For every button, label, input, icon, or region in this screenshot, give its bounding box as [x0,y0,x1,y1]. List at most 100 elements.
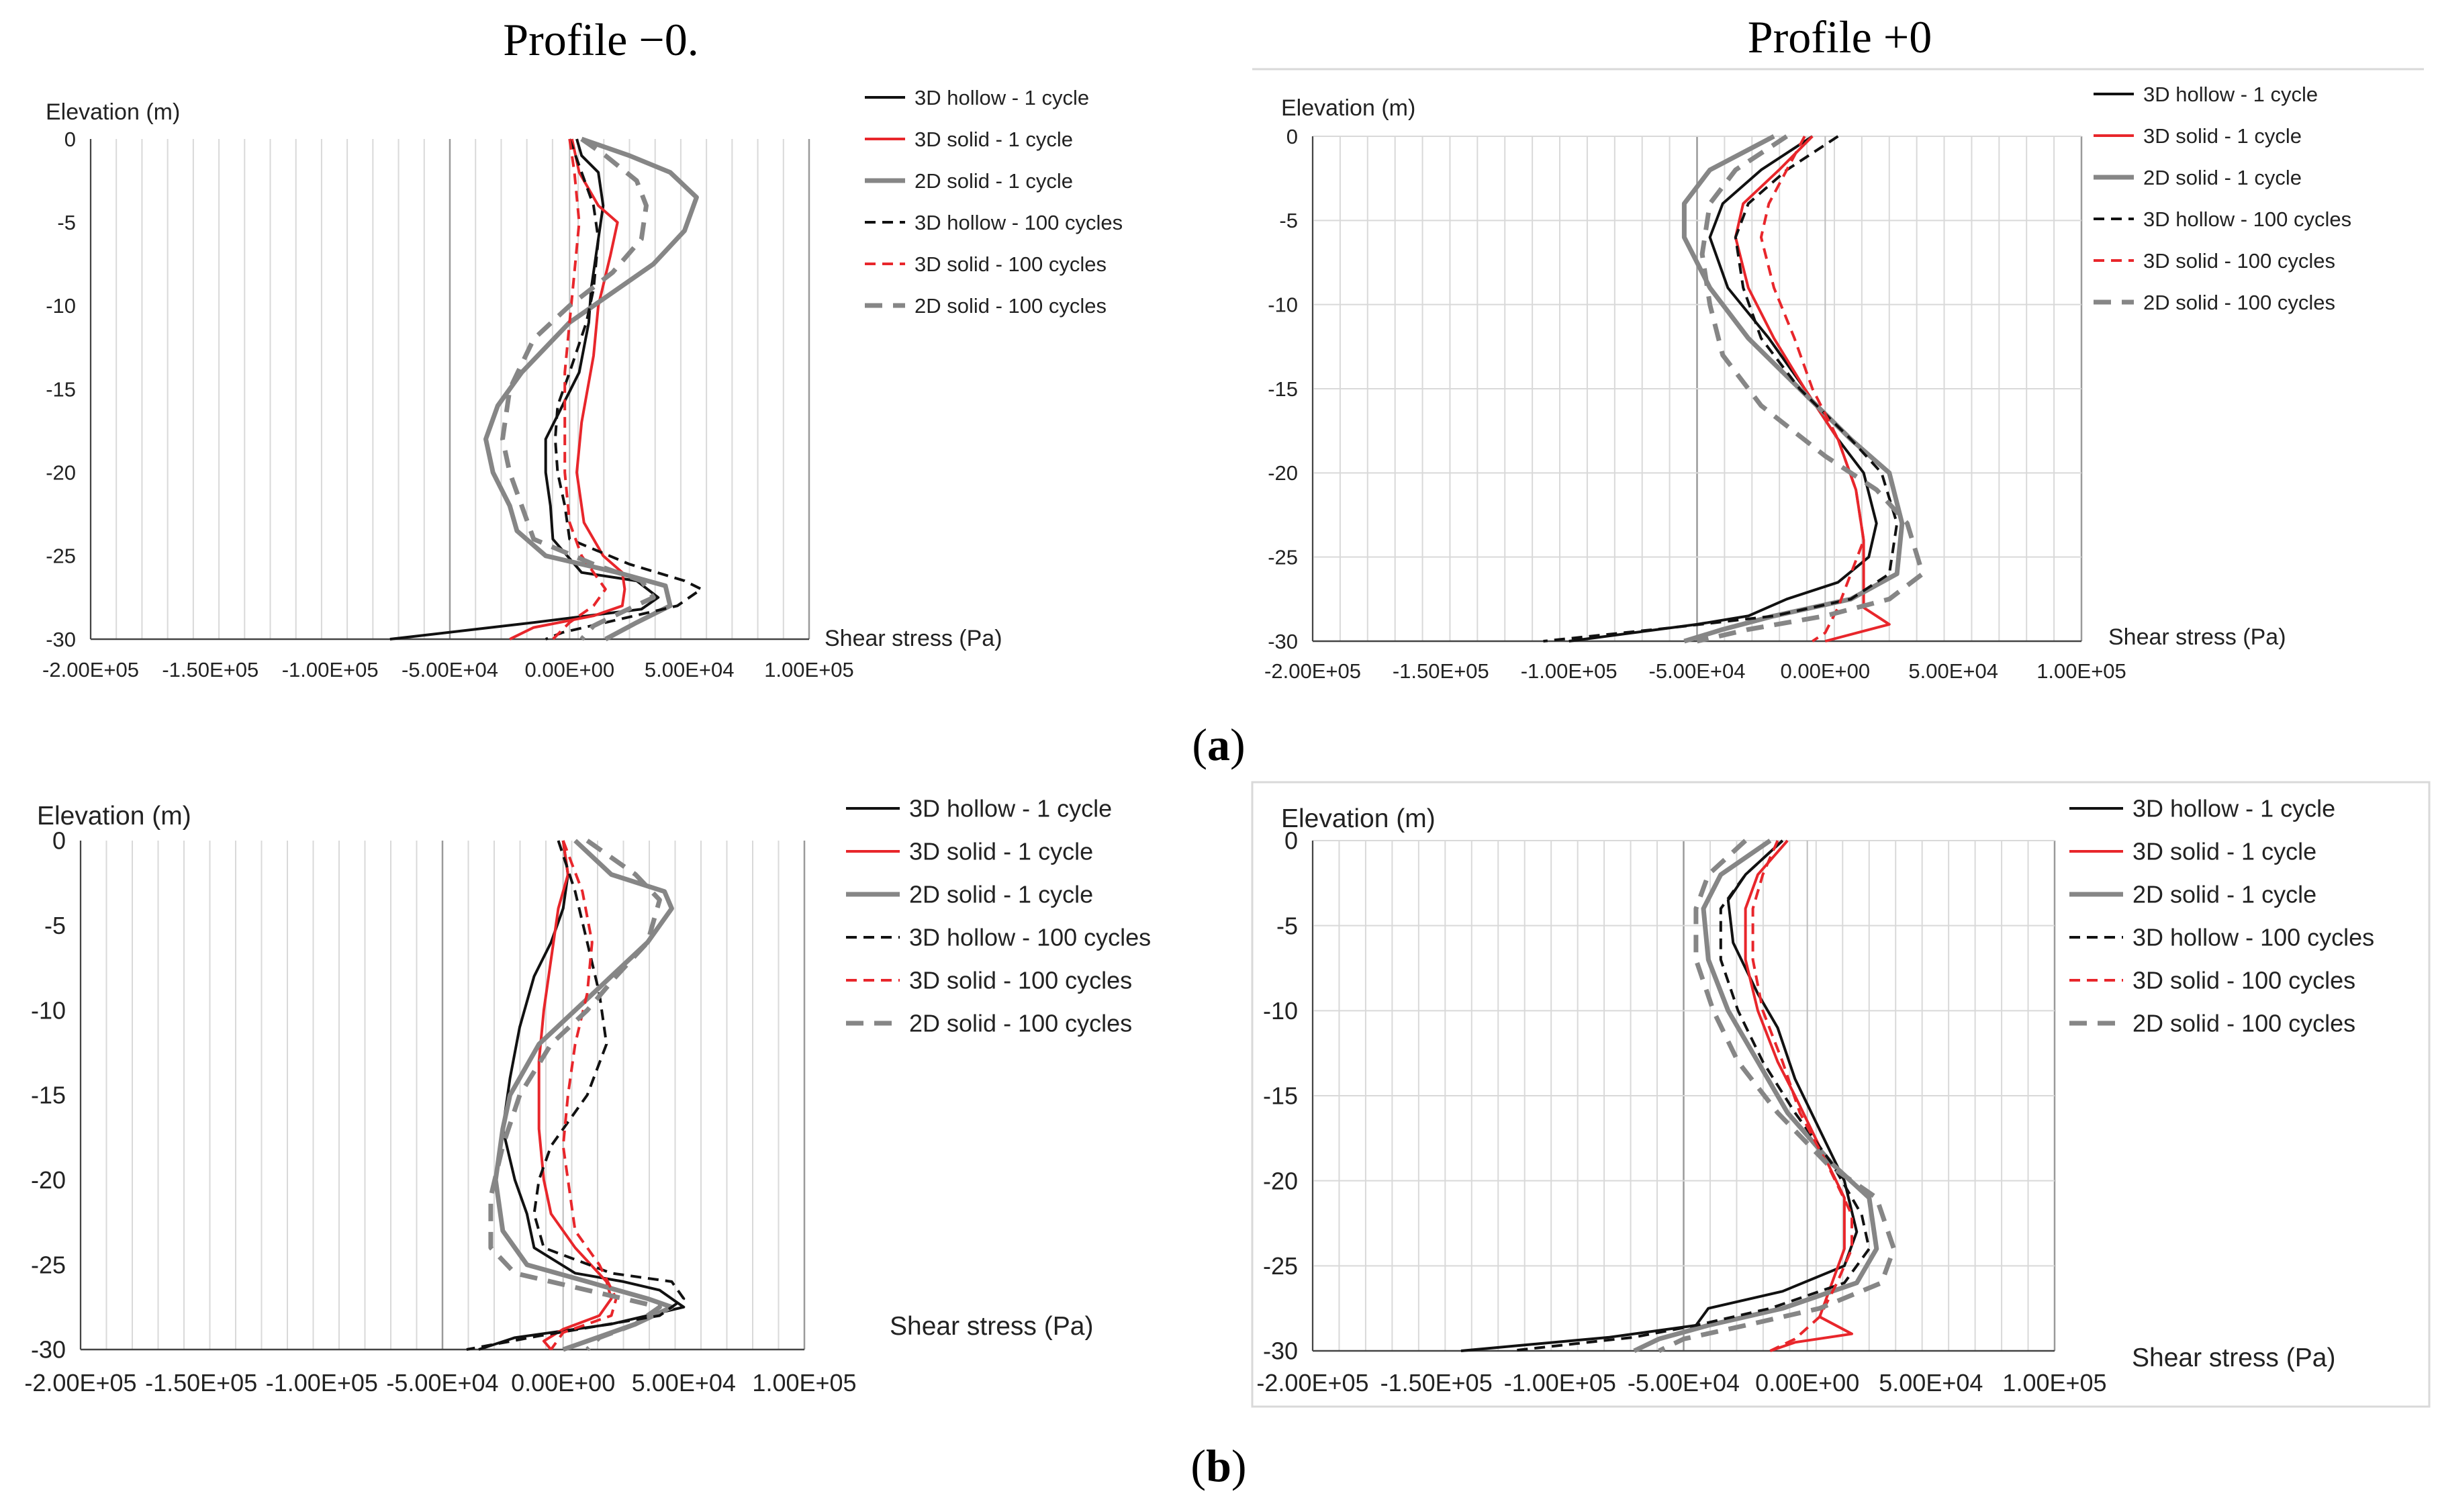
legend-label: 3D hollow - 100 cycles [909,924,1151,951]
series-line [537,840,613,1351]
y-tick-label: -30 [1268,630,1298,653]
x-tick-label: -1.00E+05 [1504,1369,1616,1397]
x-axis-title: Shear stress (Pa) [2132,1343,2335,1372]
y-tick-label: 0 [1286,125,1298,148]
y-tick-label: -30 [1263,1337,1298,1365]
x-tick-label: 0.00E+00 [525,658,615,681]
chart-panels: 0 -5 -10 -15 -20 -25 -30 -2.00E+05 -1.50E+05 -1.0… [24,83,2374,1397]
caption-b: (b) [1190,1440,1246,1491]
x-axis-title: Shear stress (Pa) [825,626,1002,651]
legend-label: 3D hollow - 1 cycle [909,795,1112,822]
chart-panel-0: 0 -5 -10 -15 -20 -25 -30 -2.00E+05 -1.50E+05 -1.0… [42,86,1123,681]
legend-label: 3D hollow - 100 cycles [2143,207,2351,231]
x-tick-label: 1.00E+05 [2036,659,2126,683]
chart-panel-1: 0 -5 -10 -15 -20 -25 -30 -2.00E+05 -1.50E+05 -1.0… [1264,83,2351,683]
x-tick-label: 5.00E+04 [1879,1369,1983,1397]
legend-label: 2D solid - 100 cycles [909,1010,1132,1037]
chart-panel-3: 0 -5 -10 -15 -20 -25 -30 -2.00E+05 -1.50E+05 -1.0… [1256,795,2374,1397]
y-axis-title: Elevation (m) [1281,804,1436,833]
x-tick-label: -5.00E+04 [402,658,498,681]
x-tick-label: 0.00E+00 [1755,1369,1859,1397]
panel-b-right-frame [1251,781,2431,1408]
x-tick-label: -2.00E+05 [1264,659,1361,683]
x-tick-label: 0.00E+00 [511,1369,615,1397]
legend-label: 2D solid - 1 cycle [909,881,1093,908]
y-tick-label: -15 [1268,377,1298,401]
y-tick-label: -5 [44,912,66,939]
x-tick-label: -5.00E+04 [386,1369,498,1397]
x-tick-label: 0.00E+00 [1781,659,1871,683]
y-tick-label: 0 [64,128,76,151]
legend-label: 3D hollow - 1 cycle [2143,83,2318,106]
y-tick-label: -30 [31,1336,66,1364]
legend-label: 3D hollow - 100 cycles [2132,924,2374,951]
title-right: Profile +0 [1748,11,1932,62]
x-tick-label: 1.00E+05 [752,1369,856,1397]
series-line [1460,839,1859,1352]
x-tick-label: 1.00E+05 [2002,1369,2106,1397]
legend-label: 3D solid - 100 cycles [2132,967,2355,994]
y-tick-label: -25 [1268,546,1298,569]
y-tick-label: -10 [46,294,76,318]
legend-label: 2D solid - 100 cycles [2132,1010,2355,1037]
series-line [1696,134,1925,644]
y-tick-label: -25 [46,545,76,568]
legend-label: 3D hollow - 100 cycles [915,211,1123,234]
series-line [500,137,656,641]
y-tick-label: -5 [1276,912,1298,939]
series-line [1568,135,1878,643]
x-tick-label: -5.00E+04 [1649,659,1746,683]
legend-label: 3D solid - 1 cycle [2143,124,2302,148]
series-line [545,138,703,641]
legend-label: 2D solid - 100 cycles [915,294,1107,318]
y-tick-label: -5 [57,211,76,234]
y-tick-label: -30 [46,628,76,651]
legend-label: 3D solid - 100 cycles [2143,249,2335,273]
title-left: Profile −0. [503,14,698,65]
legend-label: 3D solid - 1 cycle [2132,838,2316,865]
series-line [1759,136,1865,643]
legend-label: 3D solid - 1 cycle [909,838,1093,865]
y-tick-label: -15 [46,377,76,401]
y-tick-label: -20 [1268,461,1298,485]
y-tick-label: -15 [31,1082,66,1109]
series-line [509,138,626,641]
y-tick-label: -10 [1263,997,1298,1025]
x-tick-label: -1.50E+05 [1393,659,1489,683]
x-tick-label: 5.00E+04 [645,658,735,681]
y-tick-label: -20 [46,461,76,485]
y-tick-label: -25 [1263,1252,1298,1280]
legend-label: 2D solid - 1 cycle [2132,881,2316,908]
x-tick-label: -2.00E+05 [1256,1369,1368,1397]
series-line [551,138,607,641]
x-axis-title: Shear stress (Pa) [890,1312,1093,1341]
series-line [1510,839,1871,1352]
y-tick-label: -20 [1263,1167,1298,1194]
y-tick-label: -25 [31,1251,66,1278]
x-tick-label: 1.00E+05 [764,658,854,681]
legend-label: 2D solid - 1 cycle [915,169,1073,193]
y-axis-title: Elevation (m) [1281,95,1415,121]
legend-label: 3D hollow - 1 cycle [2132,795,2335,822]
y-axis-title: Elevation (m) [37,802,191,831]
x-tick-label: -1.00E+05 [282,658,379,681]
legend-label: 2D solid - 1 cycle [2143,166,2302,189]
y-tick-label: -20 [31,1166,66,1194]
x-tick-label: -1.50E+05 [162,658,259,681]
y-tick-label: 0 [52,827,66,855]
x-axis-title: Shear stress (Pa) [2108,624,2286,650]
series-line [550,840,618,1351]
x-tick-label: -5.00E+04 [1628,1369,1740,1397]
y-tick-label: -10 [1268,293,1298,317]
series-line [483,136,699,642]
y-tick-label: 0 [1284,827,1298,855]
legend-label: 3D solid - 100 cycles [915,252,1107,276]
legend-label: 3D solid - 1 cycle [915,128,1073,151]
x-tick-label: -1.00E+05 [266,1369,378,1397]
y-axis-title: Elevation (m) [46,99,180,125]
y-tick-label: -15 [1263,1082,1298,1110]
series-line [1734,135,1891,643]
series-line [466,840,686,1351]
x-tick-label: 5.00E+04 [1908,659,1998,683]
